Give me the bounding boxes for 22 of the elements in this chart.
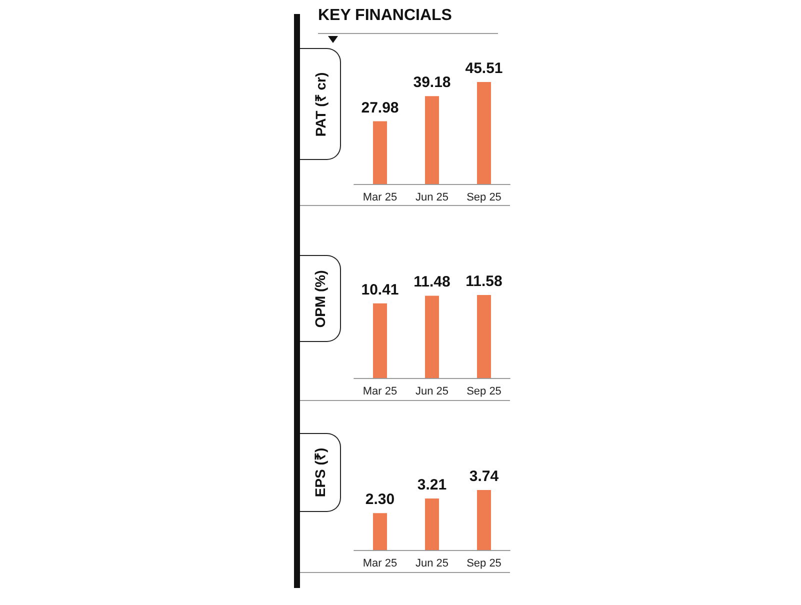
x-tick-label: Jun 25 (415, 386, 449, 398)
x-tick-label: Sep 25 (466, 192, 502, 204)
x-tick-label: Mar 25 (362, 386, 398, 398)
x-tick-label: Sep 25 (466, 558, 502, 570)
x-tick-label: Mar 25 (362, 558, 398, 570)
y-axis-title: EPS (₹) (312, 448, 330, 498)
data-label: 45.51 (465, 60, 503, 77)
x-tick-label: Jun 25 (415, 558, 449, 570)
data-label: 3.74 (469, 468, 500, 485)
data-label: 10.41 (361, 281, 399, 298)
data-label: 27.98 (361, 99, 399, 116)
data-label: 2.30 (365, 491, 395, 508)
data-label: 3.21 (417, 476, 447, 494)
y-axis-title: OPM (%) (312, 270, 328, 328)
x-tick-label: Jun 25 (415, 192, 449, 204)
data-label: 11.58 (466, 273, 502, 290)
y-axis-title: PAT (₹ cr) (312, 72, 330, 136)
data-label: 11.48 (414, 274, 450, 291)
x-tick-label: Sep 25 (466, 386, 502, 398)
x-tick-label: Mar 25 (362, 192, 398, 204)
data-label: 39.18 (413, 74, 451, 92)
chart-title: KEY FINANCIALS (318, 7, 452, 25)
